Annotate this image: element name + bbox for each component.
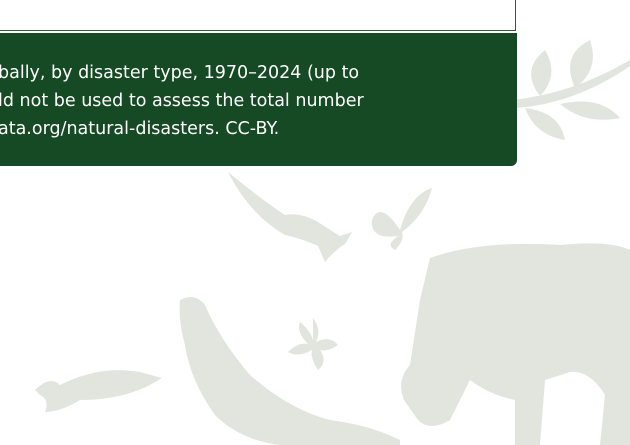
caption-box: bally, by disaster type, 1970–2024 (up t… (0, 33, 517, 166)
fish (35, 370, 162, 412)
caption-line: ld not be used to assess the total numbe… (0, 87, 517, 115)
page: bally, by disaster type, 1970–2024 (up t… (0, 0, 630, 445)
swallow (228, 172, 352, 262)
butterfly (372, 188, 432, 250)
caption-line: bally, by disaster type, 1970–2024 (up t… (0, 59, 517, 87)
cow (401, 243, 630, 445)
header-box (0, 0, 516, 31)
seal (180, 297, 400, 445)
flower (288, 318, 338, 370)
branch (510, 40, 630, 140)
caption-line: ata.org/natural-disasters. CC-BY. (0, 115, 517, 143)
